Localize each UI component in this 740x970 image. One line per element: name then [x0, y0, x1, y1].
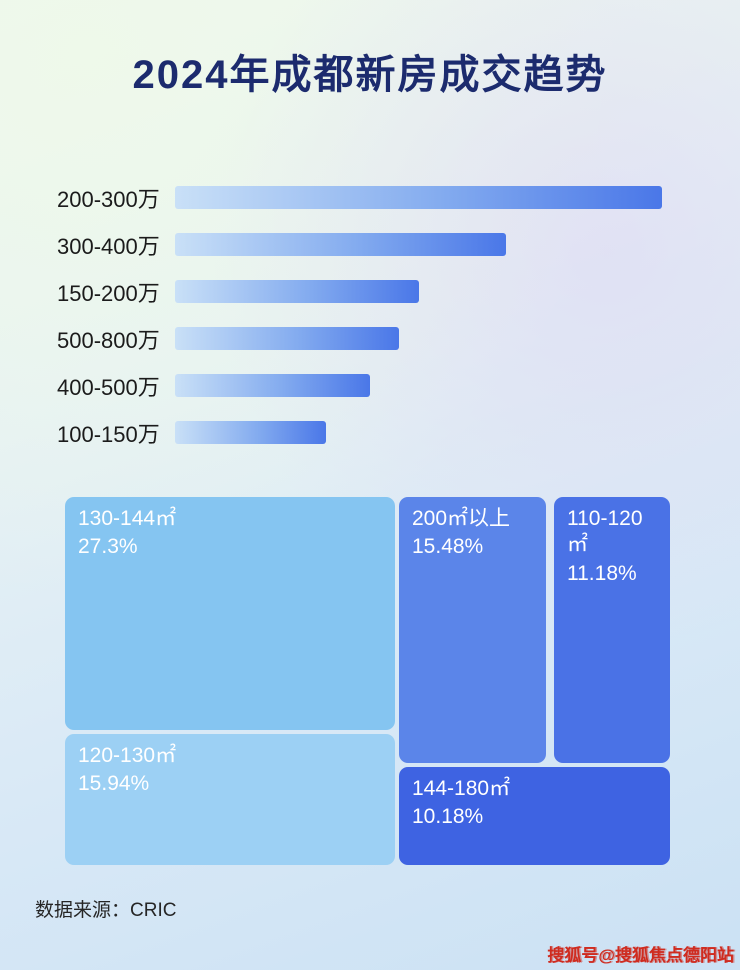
treemap-cell-label: 110-120㎡	[567, 507, 643, 557]
bar-track	[175, 280, 662, 303]
bar-track	[175, 327, 662, 350]
treemap-cell-value: 15.94%	[78, 772, 150, 796]
bar-row: 100-150万	[57, 421, 662, 447]
treemap-cell-label: 120-130㎡	[78, 744, 177, 767]
bar-track	[175, 233, 662, 256]
bar-category-label: 400-500万	[57, 374, 160, 400]
bar-fill	[175, 186, 662, 209]
treemap-cell: 130-144㎡ 27.3%	[65, 497, 395, 730]
treemap-cell-value: 11.18%	[567, 561, 637, 585]
bar-row: 300-400万	[57, 233, 662, 259]
watermark-text: 搜狐号@搜狐焦点德阳站	[547, 946, 734, 965]
bar-category-label: 150-200万	[57, 280, 160, 306]
bar-track	[175, 421, 662, 444]
treemap-cell-label: 200㎡以上	[412, 507, 511, 530]
bar-fill	[175, 280, 419, 303]
bar-row: 200-300万	[57, 186, 662, 212]
bar-fill	[175, 327, 400, 350]
treemap-cell-value: 15.48%	[412, 535, 484, 559]
treemap-cell: 144-180㎡ 10.18%	[399, 767, 670, 865]
treemap-cell-label: 144-180㎡	[412, 777, 511, 800]
bar-fill	[175, 233, 507, 256]
bar-row: 150-200万	[57, 280, 662, 306]
unit-area-treemap: 130-144㎡ 27.3% 200㎡以上 15.48% 110-120㎡ 11.18% 1…	[65, 497, 670, 865]
data-source-label: 数据来源：CRIC	[35, 900, 177, 921]
bar-track	[175, 186, 662, 209]
bar-track	[175, 374, 662, 397]
bar-row: 400-500万	[57, 374, 662, 400]
bar-category-label: 300-400万	[57, 233, 160, 259]
treemap-cell: 110-120㎡ 11.18%	[554, 497, 670, 763]
bar-category-label: 500-800万	[57, 327, 160, 353]
bar-row: 500-800万	[57, 327, 662, 353]
treemap-cell-value: 27.3%	[78, 535, 138, 559]
bar-fill	[175, 421, 326, 444]
treemap-cell: 200㎡以上 15.48%	[399, 497, 546, 763]
bar-fill	[175, 374, 370, 397]
treemap-cell: 120-130㎡ 15.94%	[65, 734, 395, 865]
bar-category-label: 200-300万	[57, 186, 160, 212]
bar-category-label: 100-150万	[57, 421, 160, 447]
treemap-cell-label: 130-144㎡	[78, 507, 177, 530]
price-range-bar-chart: 200-300万 300-400万 150-200万 500-800万 400-500万…	[57, 186, 662, 468]
page-title: 2024年成都新房成交趋势	[132, 53, 608, 97]
treemap-cell-value: 10.18%	[412, 805, 484, 829]
